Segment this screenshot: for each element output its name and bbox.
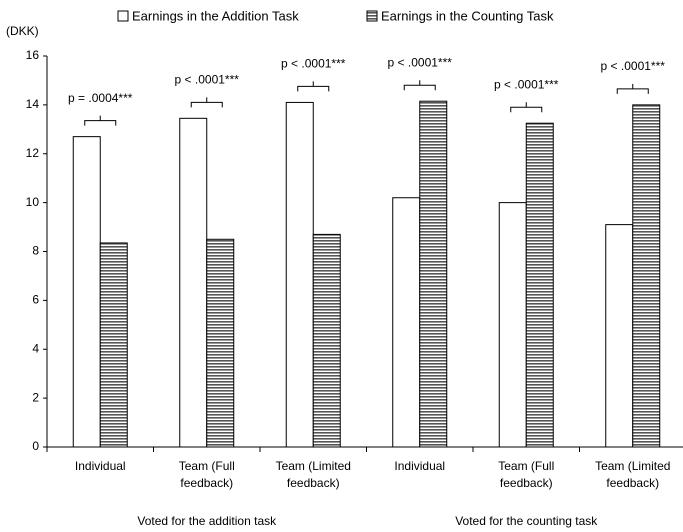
- legend-swatch: [117, 10, 129, 22]
- bar: [206, 238, 235, 448]
- bracket: [297, 81, 330, 92]
- y-tick-label: 16: [26, 48, 40, 62]
- x-tick-label: Team (Limited: [595, 459, 670, 473]
- y-tick-label: 2: [32, 390, 39, 404]
- bar: [179, 117, 208, 448]
- bracket: [84, 115, 117, 126]
- y-unit: (DKK): [6, 24, 39, 38]
- y-tick-label: 14: [26, 97, 40, 111]
- y-tick-label: 4: [32, 341, 39, 355]
- x-tick-label: feedback): [606, 476, 659, 490]
- y-tick-label: 6: [32, 293, 39, 307]
- bar: [419, 100, 448, 448]
- x-tick-label: feedback): [180, 476, 233, 490]
- bracket: [510, 102, 543, 113]
- bar: [285, 101, 314, 448]
- group-label: Voted for the addition task: [137, 514, 277, 528]
- bar: [605, 224, 634, 448]
- bar: [72, 136, 101, 448]
- y-tick-label: 10: [26, 195, 40, 209]
- x-tick-label: Team (Full: [179, 459, 235, 473]
- annotation: p = .0004***: [68, 91, 133, 105]
- y-tick-label: 8: [32, 244, 39, 258]
- group-label: Voted for the counting task: [455, 514, 598, 528]
- bar: [525, 122, 554, 448]
- annotation: p < .0001***: [281, 57, 346, 71]
- x-tick-label: Individual: [75, 459, 126, 473]
- x-tick-label: feedback): [287, 476, 340, 490]
- annotation: p < .0001***: [175, 72, 240, 86]
- bar: [99, 242, 128, 448]
- x-tick-label: Team (Full: [498, 459, 554, 473]
- x-tick-label: Individual: [394, 459, 445, 473]
- legend-label: Earnings in the Counting Task: [381, 8, 554, 23]
- bar: [632, 104, 661, 448]
- x-tick-label: Team (Limited: [276, 459, 351, 473]
- y-tick-label: 0: [32, 439, 39, 453]
- legend-label: Earnings in the Addition Task: [132, 8, 299, 23]
- y-tick-label: 12: [26, 146, 40, 160]
- annotation: p < .0001***: [601, 59, 666, 73]
- bar: [498, 202, 527, 448]
- annotation: p < .0001***: [388, 55, 453, 69]
- bar: [392, 197, 421, 448]
- annotation: p < .0001***: [494, 77, 559, 91]
- bar: [312, 233, 341, 448]
- bracket: [190, 97, 223, 108]
- legend-swatch: [366, 10, 378, 22]
- x-tick-label: feedback): [500, 476, 553, 490]
- bracket: [403, 80, 436, 91]
- bracket: [616, 83, 649, 94]
